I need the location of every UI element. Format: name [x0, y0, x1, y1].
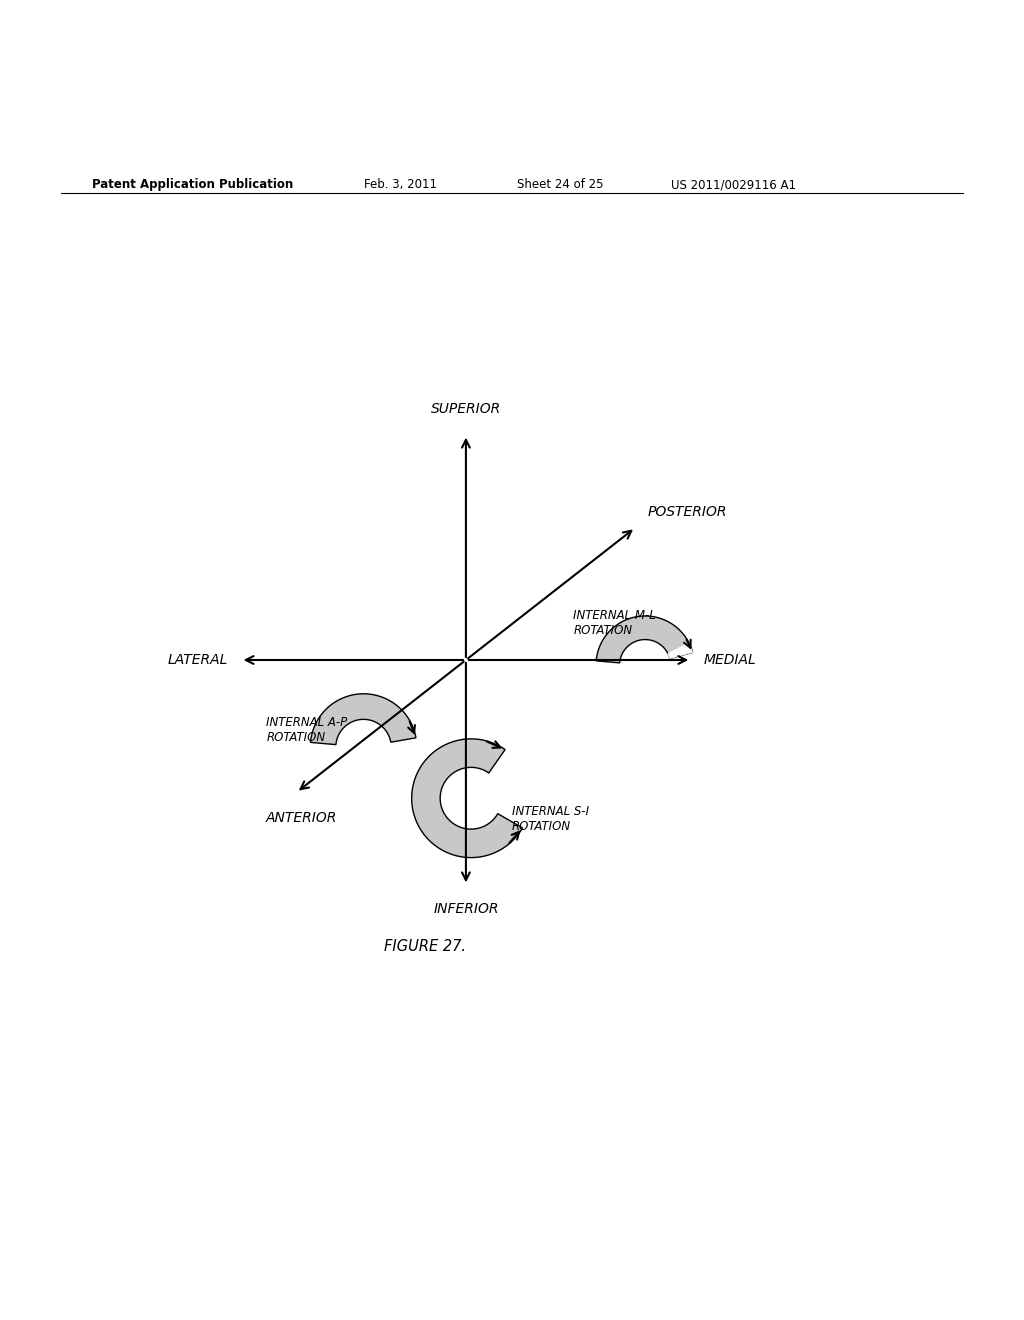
Text: INTERNAL S-I
ROTATION: INTERNAL S-I ROTATION: [512, 805, 589, 833]
Text: Sheet 24 of 25: Sheet 24 of 25: [517, 178, 603, 191]
Polygon shape: [668, 643, 692, 659]
Text: Feb. 3, 2011: Feb. 3, 2011: [364, 178, 436, 191]
Text: POSTERIOR: POSTERIOR: [647, 506, 727, 519]
Text: LATERAL: LATERAL: [168, 653, 228, 667]
Polygon shape: [310, 694, 416, 744]
Polygon shape: [412, 739, 522, 858]
Text: INTERNAL A-P
ROTATION: INTERNAL A-P ROTATION: [266, 717, 347, 744]
Text: INTERNAL M-L
ROTATION: INTERNAL M-L ROTATION: [573, 610, 656, 638]
Text: MEDIAL: MEDIAL: [703, 653, 757, 667]
Polygon shape: [596, 616, 692, 663]
Text: ANTERIOR: ANTERIOR: [266, 810, 337, 825]
Text: SUPERIOR: SUPERIOR: [431, 403, 501, 416]
Text: INFERIOR: INFERIOR: [433, 902, 499, 916]
Text: FIGURE 27.: FIGURE 27.: [384, 939, 466, 953]
Text: US 2011/0029116 A1: US 2011/0029116 A1: [671, 178, 796, 191]
Text: Patent Application Publication: Patent Application Publication: [92, 178, 294, 191]
